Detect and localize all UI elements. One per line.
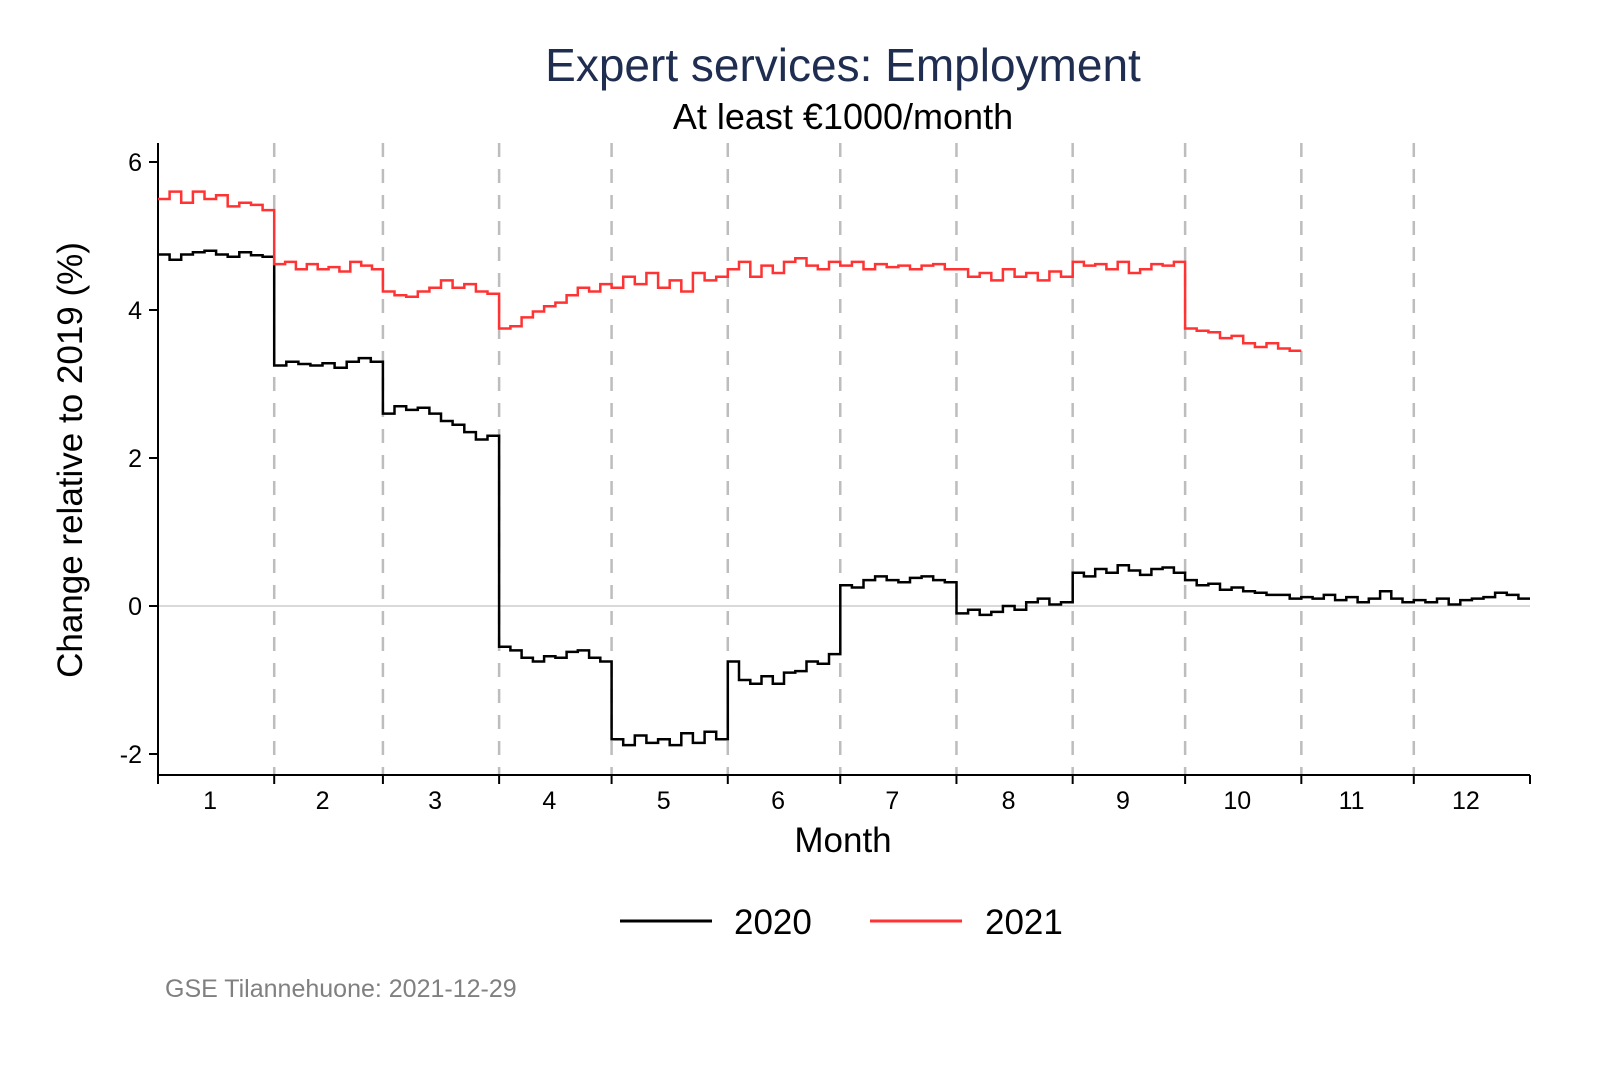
x-tick-label: 2 — [316, 787, 330, 815]
y-axis-label: Change relative to 2019 (%) — [51, 242, 90, 678]
x-tick-label: 7 — [885, 787, 899, 815]
legend-label-2020: 2020 — [734, 903, 812, 942]
x-tick-label: 8 — [1002, 787, 1016, 815]
series-lines — [158, 190, 1530, 747]
x-tick-label: 5 — [657, 787, 671, 815]
x-tick-label: 6 — [771, 787, 785, 815]
y-tick-label: 2 — [128, 445, 142, 473]
x-tick-label: 1 — [203, 787, 217, 815]
x-tick-label: 4 — [542, 787, 556, 815]
x-tick-label: 10 — [1223, 787, 1251, 815]
x-axis-label: Month — [794, 821, 891, 860]
legend-label-2021: 2021 — [985, 903, 1063, 942]
y-tick-label: -2 — [120, 741, 142, 769]
x-tick-label: 9 — [1116, 787, 1130, 815]
grid — [158, 143, 1530, 775]
y-tick-label: 6 — [128, 149, 142, 177]
series-line-2021 — [158, 190, 1302, 352]
chart-subtitle: At least €1000/month — [673, 96, 1013, 137]
y-tick-label: 4 — [128, 297, 142, 325]
y-tick-label: 0 — [128, 593, 142, 621]
footer-source: GSE Tilannehuone: 2021-12-29 — [165, 975, 517, 1003]
series-line-2020 — [158, 249, 1530, 747]
legend: 2020 2021 — [620, 903, 1063, 942]
x-tick-label: 12 — [1452, 787, 1480, 815]
chart-title: Expert services: Employment — [545, 39, 1141, 91]
x-tick-label: 3 — [428, 787, 442, 815]
x-tick-label: 11 — [1339, 787, 1365, 815]
